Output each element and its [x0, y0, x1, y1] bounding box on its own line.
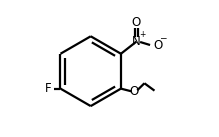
Text: F: F — [45, 82, 52, 95]
Text: O: O — [130, 85, 139, 98]
Text: O: O — [154, 38, 163, 52]
Text: +: + — [139, 30, 146, 39]
Text: −: − — [159, 34, 166, 43]
Text: O: O — [132, 16, 141, 29]
Text: N: N — [132, 35, 141, 48]
